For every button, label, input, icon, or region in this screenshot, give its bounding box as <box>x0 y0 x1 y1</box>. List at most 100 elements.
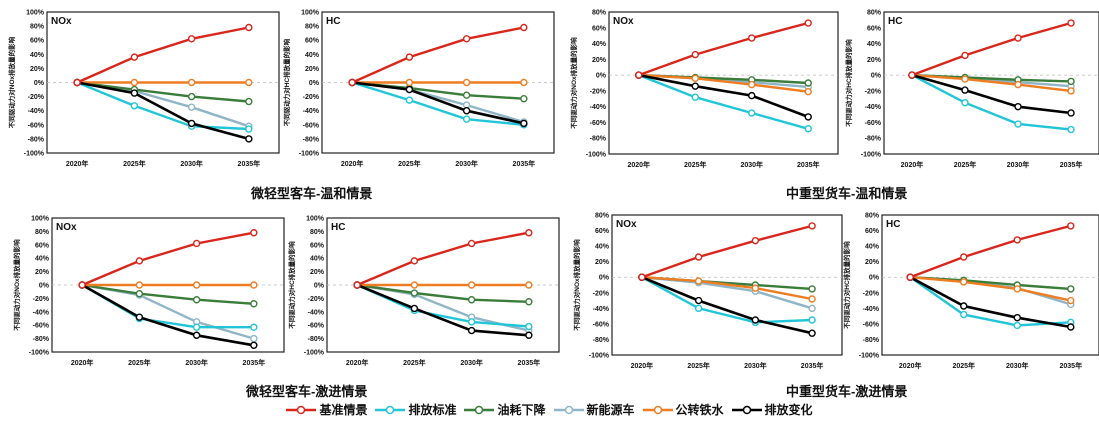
data-point-rail <box>1014 80 1022 89</box>
data-point-fuel_cut <box>804 79 812 87</box>
y-tick-label: 20% <box>35 269 50 276</box>
y-tick-label: 40% <box>595 244 610 251</box>
data-point-total <box>250 341 258 349</box>
y-tick-label: 20% <box>867 57 882 64</box>
data-point-baseline <box>1067 222 1075 230</box>
data-point-emission_std <box>1014 120 1022 128</box>
caption-heavy-truck-moderate: 中重型货车-温和情景 <box>786 186 908 201</box>
legend-swatch <box>375 405 406 414</box>
x-tick-label: 2025年 <box>128 358 151 367</box>
x-tick-label: 2025年 <box>684 160 707 169</box>
x-tick-label: 2035年 <box>1060 361 1083 370</box>
data-point-total <box>1067 109 1075 117</box>
chart-panel-6: 100% 80% 60% 40% 20% 0% -20% -40% -60% -80% -100% 2… <box>287 216 560 367</box>
y-tick-label: -60% <box>303 122 320 129</box>
series-line-total <box>76 81 250 141</box>
x-tick-label: 2035年 <box>238 159 261 168</box>
y-tick-label: 0% <box>39 283 50 290</box>
data-point-rail <box>1013 285 1021 293</box>
legend-label: 基准情景 <box>319 403 368 417</box>
data-point-baseline <box>405 53 414 61</box>
data-point-emission_std <box>525 322 533 331</box>
chart-panel-1: 100% 80% 60% 40% 20% 0% -20% -40% -60% -80% -100% 2… <box>7 10 280 168</box>
series-line-baseline <box>909 224 1072 279</box>
y-tick-label: 60% <box>867 25 882 32</box>
data-point-rail <box>691 74 699 82</box>
x-tick-label: 2025年 <box>403 358 426 367</box>
series-line-baseline <box>356 231 530 287</box>
legend-item-fuel_cut: 油耗下降 <box>464 401 546 418</box>
data-point-fuel_cut <box>525 298 533 306</box>
panel-title: NOx <box>51 16 72 27</box>
y-tick-label: 0% <box>599 275 610 282</box>
data-point-total <box>525 331 533 339</box>
y-tick-label: 0% <box>309 80 320 87</box>
data-point-total <box>1014 102 1022 111</box>
data-point-total <box>410 304 419 313</box>
y-tick-label: 80% <box>592 10 607 17</box>
x-tick-label: 2025年 <box>687 361 710 370</box>
data-point-rail <box>250 281 258 289</box>
chart-panel-5: 100% 80% 60% 40% 20% 0% -20% -40% -60% -80% -100% 2… <box>12 216 285 367</box>
legend-swatch <box>286 405 317 414</box>
y-tick-label: 60% <box>595 228 610 235</box>
x-tick-label: 2030年 <box>1006 361 1029 370</box>
panel-title: HC <box>331 222 345 233</box>
legend-item-emission_std: 排放标准 <box>375 401 456 418</box>
data-point-baseline <box>410 257 419 265</box>
data-point-rail <box>520 78 528 87</box>
data-point-total <box>691 82 699 90</box>
legend-swatch <box>464 405 495 414</box>
y-tick-label: -40% <box>303 108 320 115</box>
y-tick-label: 0% <box>871 73 882 80</box>
y-tick-label: 100% <box>31 216 50 223</box>
y-tick-label: -20% <box>590 88 607 95</box>
data-point-rail <box>135 281 144 289</box>
x-tick-label: 2030年 <box>180 159 203 168</box>
data-point-baseline <box>348 78 356 87</box>
legend-swatch <box>553 405 584 414</box>
data-point-baseline <box>635 71 643 79</box>
data-point-total <box>187 119 196 128</box>
data-point-nev <box>250 334 258 343</box>
x-tick-label: 2030年 <box>740 160 763 169</box>
y-tick-label: 40% <box>310 256 325 263</box>
y-tick-label: -60% <box>308 323 325 330</box>
y-tick-label: 40% <box>865 244 880 251</box>
data-point-total <box>245 135 253 143</box>
y-tick-label: 0% <box>314 283 325 290</box>
y-tick-label: -80% <box>308 336 325 343</box>
y-tick-label: 100% <box>306 216 325 223</box>
data-point-total <box>748 91 756 100</box>
series-line-emission_std <box>911 74 1072 131</box>
x-tick-label: 2025年 <box>952 361 975 370</box>
data-point-baseline <box>808 222 816 230</box>
y-axis-label: 不同驱动力对HC排放量的影响 <box>844 39 853 127</box>
data-point-baseline <box>748 34 756 42</box>
y-axis-label: 不同驱动力对NOx排放量的影响 <box>572 239 581 331</box>
data-point-nev <box>808 304 816 313</box>
y-tick-label: -40% <box>590 104 607 111</box>
chart-panel-8: 80% 60% 40% 20% 0% -20% -40% -60% -80% -100% 2020年… <box>842 213 1099 370</box>
legend: 基准情景 排放标准 油耗下降 新能源车 公转铁水 排放变化 <box>0 401 1099 418</box>
x-tick-label: 2030年 <box>744 361 767 370</box>
data-point-emission_std <box>960 310 968 319</box>
data-point-emission_std <box>130 102 139 110</box>
data-point-fuel_cut <box>250 300 258 308</box>
y-tick-label: -100% <box>24 151 45 158</box>
y-tick-label: -20% <box>303 94 320 101</box>
data-point-rail <box>525 281 533 289</box>
data-point-total <box>804 113 812 121</box>
data-point-baseline <box>1013 236 1021 244</box>
data-point-baseline <box>462 35 471 43</box>
data-point-fuel_cut <box>135 290 144 298</box>
y-tick-label: 0% <box>34 80 45 87</box>
data-point-fuel_cut <box>245 97 253 106</box>
data-point-total <box>135 313 144 321</box>
data-point-baseline <box>751 236 760 245</box>
data-point-emission_std <box>694 304 703 313</box>
data-point-emission_std <box>748 109 756 117</box>
data-point-emission_std <box>808 316 816 324</box>
y-axis-label: 不同驱动力对NOx排放量的影响 <box>7 36 16 128</box>
x-tick-label: 2035年 <box>801 361 824 370</box>
